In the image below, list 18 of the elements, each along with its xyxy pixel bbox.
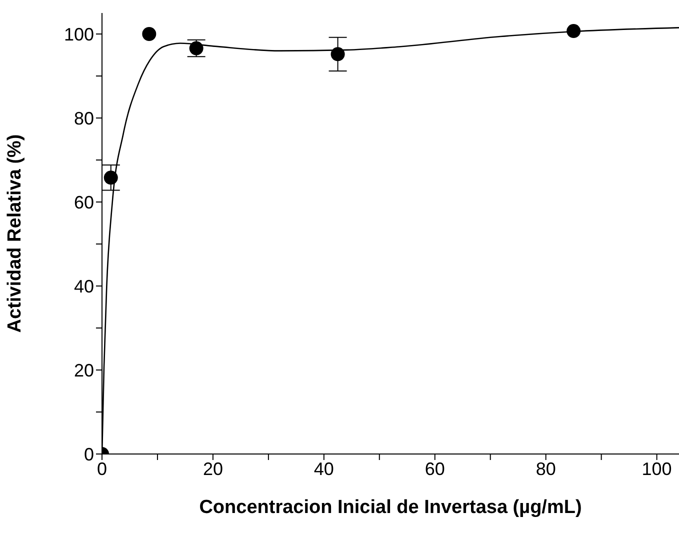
point — [330, 47, 345, 62]
y-axis-title: Actividad Relativa (%) — [4, 134, 26, 333]
x-tick-label: 40 — [314, 458, 334, 479]
x-tick-label: 60 — [424, 458, 445, 479]
x-tick-label: 80 — [536, 458, 556, 479]
point — [142, 27, 156, 41]
x-tick-label: 0 — [96, 458, 108, 479]
y-tick-label: 60 — [74, 192, 94, 212]
y-tick-label: 20 — [74, 360, 94, 380]
x-tick-label: 100 — [642, 458, 672, 479]
y-tick-label: 40 — [74, 276, 94, 296]
point — [566, 24, 581, 38]
x-axis-title: Concentracion Inicial de Invertasa (µg/mL) — [199, 497, 582, 518]
point — [104, 170, 118, 185]
y-tick-label: 100 — [64, 24, 94, 44]
y-tick-label: 0 — [84, 444, 94, 464]
x-tick-label: 20 — [202, 458, 223, 479]
y-tick-label: 80 — [74, 108, 94, 128]
